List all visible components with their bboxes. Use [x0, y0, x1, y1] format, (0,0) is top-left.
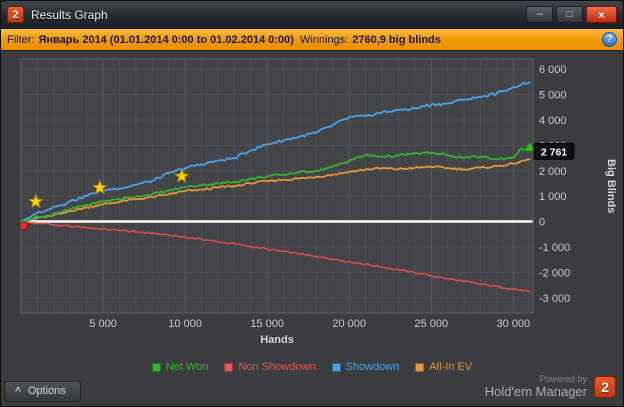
- y-axis-label: Big Blinds: [605, 159, 617, 214]
- legend-swatch-icon: [151, 362, 161, 372]
- svg-text:5 000: 5 000: [89, 318, 117, 330]
- chevron-up-icon: ^: [15, 385, 21, 397]
- legend-label: Non Showdown: [238, 361, 316, 373]
- options-label: Options: [27, 385, 66, 397]
- svg-text:5 000: 5 000: [539, 90, 567, 102]
- legend-item-showdown[interactable]: Showdown: [331, 361, 400, 373]
- svg-text:1 000: 1 000: [539, 191, 567, 203]
- holdem-manager-logo-icon: 2: [594, 375, 616, 398]
- titlebar[interactable]: 2 Results Graph – □ ×: [1, 1, 623, 29]
- filter-value: Январь 2014 (01.01.2014 0:00 to 01.02.20…: [38, 33, 294, 46]
- filter-bar[interactable]: Filter: Январь 2014 (01.01.2014 0:00 to …: [1, 29, 623, 51]
- legend-item-net-won[interactable]: Net Won: [151, 361, 209, 373]
- maximize-icon: □: [566, 8, 573, 20]
- winnings-value: 2760,9 big blinds: [352, 33, 441, 46]
- help-button[interactable]: ?: [602, 32, 617, 47]
- svg-text:-3 000: -3 000: [539, 293, 570, 305]
- question-icon: ?: [606, 34, 613, 45]
- x-axis-label: Hands: [260, 334, 294, 346]
- legend-swatch-icon: [415, 362, 425, 372]
- svg-text:30 000: 30 000: [496, 318, 530, 330]
- legend-label: All-In EV: [429, 361, 473, 373]
- legend-item-non-showdown[interactable]: Non Showdown: [224, 361, 316, 373]
- close-button[interactable]: ×: [586, 6, 617, 23]
- powered-by-text: Powered by: [539, 373, 587, 384]
- brand-name: Hold'em Manager: [484, 384, 587, 400]
- maximize-button[interactable]: □: [556, 6, 583, 23]
- legend-label: Net Won: [165, 361, 209, 373]
- svg-text:0: 0: [539, 217, 545, 229]
- legend-label: Showdown: [345, 361, 400, 373]
- svg-text:-2 000: -2 000: [539, 267, 570, 279]
- svg-text:2 000: 2 000: [539, 166, 567, 178]
- filter-label: Filter:: [7, 33, 35, 46]
- legend: Net Won Non Showdown Showdown All-In EV: [1, 361, 623, 373]
- window-title: Results Graph: [31, 7, 108, 22]
- legend-item-all-in-ev[interactable]: All-In EV: [415, 361, 472, 373]
- powered-by-block: Powered by Hold'em Manager 2: [485, 374, 616, 400]
- app-icon[interactable]: 2: [7, 6, 24, 23]
- svg-text:4 000: 4 000: [539, 115, 567, 127]
- svg-text:20 000: 20 000: [332, 318, 366, 330]
- winnings-label: Winnings:: [299, 33, 349, 46]
- svg-text:10 000: 10 000: [168, 318, 202, 330]
- legend-swatch-icon: [331, 362, 341, 372]
- svg-text:6 000: 6 000: [539, 64, 567, 76]
- minimize-icon: –: [536, 8, 543, 20]
- close-icon: ×: [597, 7, 605, 22]
- options-button[interactable]: ^ Options: [4, 381, 81, 402]
- svg-text:15 000: 15 000: [250, 318, 284, 330]
- window-controls: – □ ×: [526, 6, 617, 23]
- minimize-button[interactable]: –: [526, 6, 553, 23]
- svg-text:25 000: 25 000: [414, 318, 448, 330]
- svg-text:-1 000: -1 000: [539, 242, 570, 254]
- legend-swatch-icon: [224, 362, 234, 372]
- svg-text:2 761: 2 761: [541, 146, 567, 158]
